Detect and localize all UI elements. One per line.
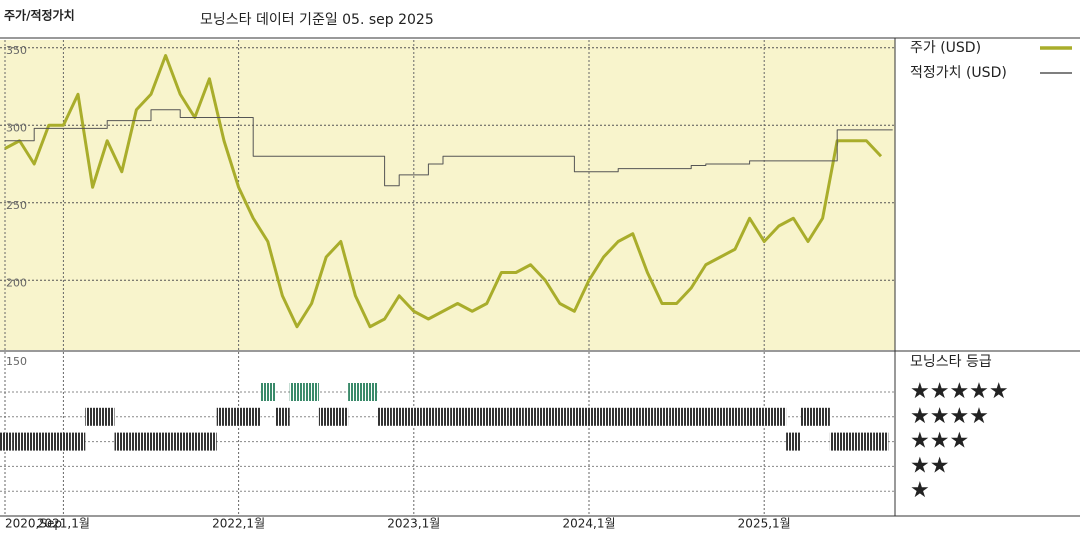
rating-title: 모닝스타 등급: [910, 354, 992, 370]
rating-bar: [669, 407, 684, 426]
rating-bar: [260, 383, 276, 401]
y-tick-label: 350: [6, 44, 27, 57]
y-tick-label: 300: [6, 121, 27, 134]
rating-bar: [552, 407, 568, 426]
rating-bar: [99, 407, 115, 426]
rating-label: ★: [910, 478, 930, 503]
rating-label: ★★★★★: [910, 379, 1009, 404]
rating-bar: [318, 407, 334, 426]
rating-bar: [800, 407, 816, 426]
rating-bar: [742, 407, 757, 426]
y-tick-label: 250: [6, 199, 27, 212]
x-tick-label: 2021,1월: [37, 517, 90, 531]
x-tick-label: 2025,1월: [738, 517, 791, 531]
x-tick-label: 2024,1월: [562, 517, 615, 531]
rating-bar: [245, 407, 261, 426]
rating-bar: [756, 407, 772, 426]
rating-bar: [202, 432, 217, 451]
rating-bar: [129, 432, 144, 451]
rating-bar: [640, 407, 655, 426]
rating-bar: [815, 407, 830, 426]
rating-bar: [406, 407, 422, 426]
rating-bar: [713, 407, 728, 426]
rating-bar: [56, 432, 71, 451]
rating-bar: [494, 407, 509, 426]
rating-bar: [391, 407, 407, 426]
rating-label: ★★★★: [910, 404, 989, 429]
rating-bar: [158, 432, 173, 451]
rating-bar: [0, 432, 13, 451]
rating-bar: [581, 407, 597, 426]
rating-bar: [596, 407, 611, 426]
rating-bar: [523, 407, 538, 426]
rating-bar: [304, 383, 319, 401]
rating-bar: [844, 432, 860, 451]
rating-bar: [698, 407, 714, 426]
rating-bar: [231, 407, 246, 426]
rating-bar: [362, 383, 378, 401]
rating-bar: [26, 432, 42, 451]
rating-bar: [625, 407, 641, 426]
legend-label: 주가 (USD): [910, 40, 981, 56]
rating-bar: [537, 407, 553, 426]
rating-bar: [873, 432, 889, 451]
rating-bar: [786, 432, 801, 451]
rating-bar: [421, 407, 436, 426]
rating-bar: [70, 432, 86, 451]
rating-bar: [508, 407, 524, 426]
rating-bar: [654, 407, 670, 426]
y-tick-label: 200: [6, 276, 27, 289]
rating-bar: [143, 432, 159, 451]
rating-bar: [771, 407, 787, 426]
rating-axis-label: 150: [6, 355, 27, 368]
rating-bar: [829, 432, 845, 451]
rating-bar: [275, 407, 290, 426]
rating-bar: [859, 432, 874, 451]
series-line: [4, 54, 883, 329]
rating-bar: [727, 407, 743, 426]
rating-label: ★★: [910, 453, 949, 478]
legend-label: 적정가치 (USD): [910, 65, 1007, 81]
rating-bar: [12, 432, 27, 451]
section-title: 주가/적정가치: [4, 8, 75, 23]
rating-bar: [435, 407, 451, 426]
rating-bar: [464, 407, 480, 426]
rating-bar: [114, 432, 130, 451]
rating-bar: [348, 383, 363, 401]
rating-bar: [610, 407, 626, 426]
rating-bar: [479, 407, 495, 426]
rating-bar: [289, 383, 305, 401]
rating-bar: [187, 432, 203, 451]
series-line: [5, 109, 893, 187]
rating-label: ★★★: [910, 429, 969, 454]
rating-bar: [377, 407, 392, 426]
rating-bar: [450, 407, 465, 426]
x-tick-label: 2023,1월: [387, 517, 440, 531]
plot-background: [0, 40, 895, 350]
rating-bar: [85, 407, 100, 426]
x-tick-label: 2020,Sep: [5, 517, 62, 531]
rating-bar: [172, 432, 188, 451]
rating-bar: [567, 407, 582, 426]
rating-bar: [216, 407, 232, 426]
x-tick-label: 2022,1월: [212, 517, 265, 531]
chart-title: 모닝스타 데이터 기준일 05. sep 2025: [200, 12, 434, 28]
rating-bar: [683, 407, 699, 426]
rating-bar: [41, 432, 57, 451]
rating-bar: [333, 407, 349, 426]
